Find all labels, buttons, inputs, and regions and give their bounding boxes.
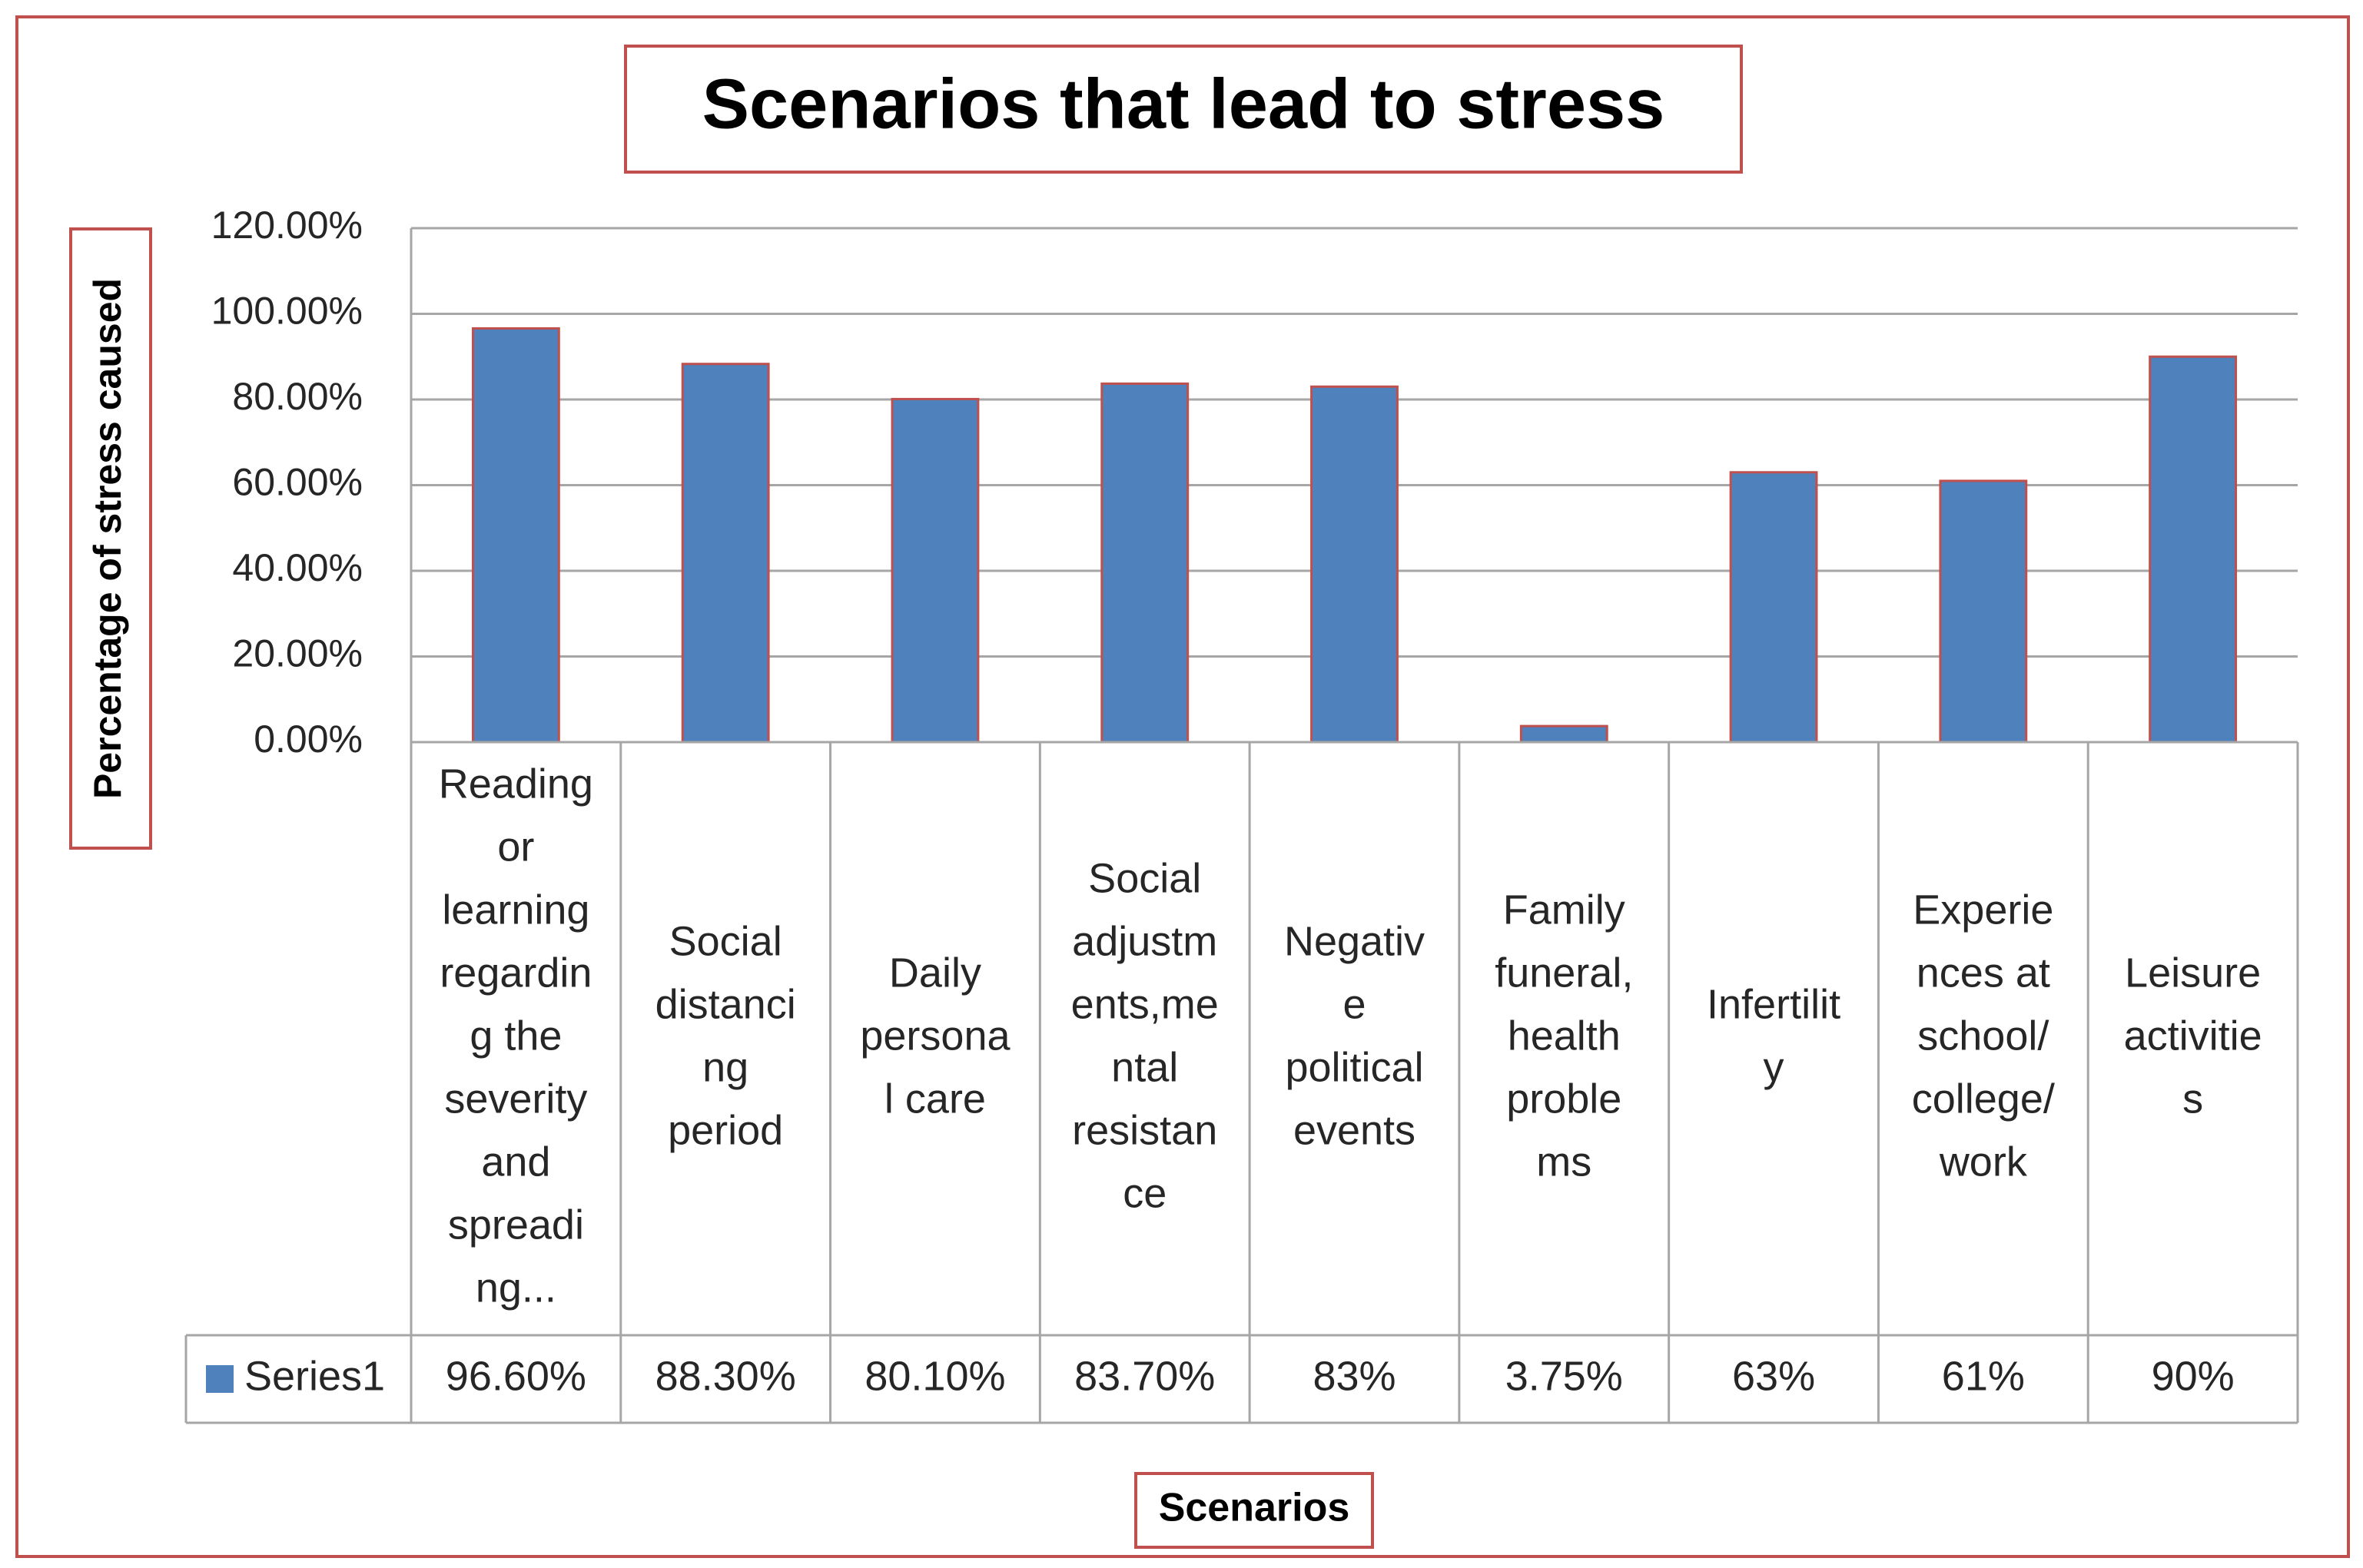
category-label: Social distanci ng period [655,918,796,1153]
y-tick-label: 0.00% [254,718,363,761]
category-label: Leisure activitie s [2124,950,2262,1122]
chart-title: Scenarios that lead to stress [702,65,1665,143]
bar [1519,724,1608,744]
bar [681,363,770,744]
data-value-label: 3.75% [1505,1353,1623,1399]
category-label: Family funeral, health proble ms [1495,887,1633,1185]
category-label: Daily persona l care [860,950,1011,1122]
y-axis-label: Percentage of stress caused [86,278,129,799]
legend-swatch [206,1365,234,1393]
bar [1100,382,1190,744]
y-axis-ticks: 0.00% 20.00% 40.00% 60.00% 80.00% 100.00% 120.… [211,204,363,761]
bar [891,397,980,744]
y-tick-label: 60.00% [232,461,363,504]
bar [1939,479,2028,744]
bar [2149,355,2238,744]
category-label: Experie nces at school/college/work [1912,887,2055,1185]
bar [471,327,560,744]
y-tick-label: 80.00% [232,375,363,418]
y-tick-label: 40.00% [232,546,363,589]
data-value-label: 88.30% [655,1353,796,1399]
bar [1729,471,1818,744]
data-value-label: 83.70% [1074,1353,1215,1399]
data-value-label: 96.60% [446,1353,586,1399]
y-tick-label: 100.00% [211,290,363,333]
data-value-label: 90% [2152,1353,2235,1399]
data-table: Reading or learning regardin g the severity an… [184,741,2299,1424]
category-label: Infertilit y [1707,981,1840,1090]
data-value-label: 61% [1942,1353,2025,1399]
data-value-label: 80.10% [865,1353,1005,1399]
chart-frame [15,15,2350,1558]
category-label: Negativ e political events [1284,918,1425,1153]
category-label: Reading or learning regardin g the severity an… [439,761,593,1311]
bar [1310,385,1399,744]
bars [471,327,2238,744]
legend-series-name: Series1 [244,1353,385,1399]
data-value-label: 83% [1313,1353,1396,1399]
category-label: Social adjustm ents,me ntal resistan ce [1071,855,1219,1216]
chart-title-box [624,45,1743,174]
y-tick-label: 120.00% [211,204,363,247]
y-tick-label: 20.00% [232,632,363,675]
x-axis-label-box [1134,1472,1374,1549]
x-axis-label: Scenarios [1159,1486,1350,1530]
y-axis-label-box [69,227,152,850]
data-value-label: 63% [1732,1353,1815,1399]
